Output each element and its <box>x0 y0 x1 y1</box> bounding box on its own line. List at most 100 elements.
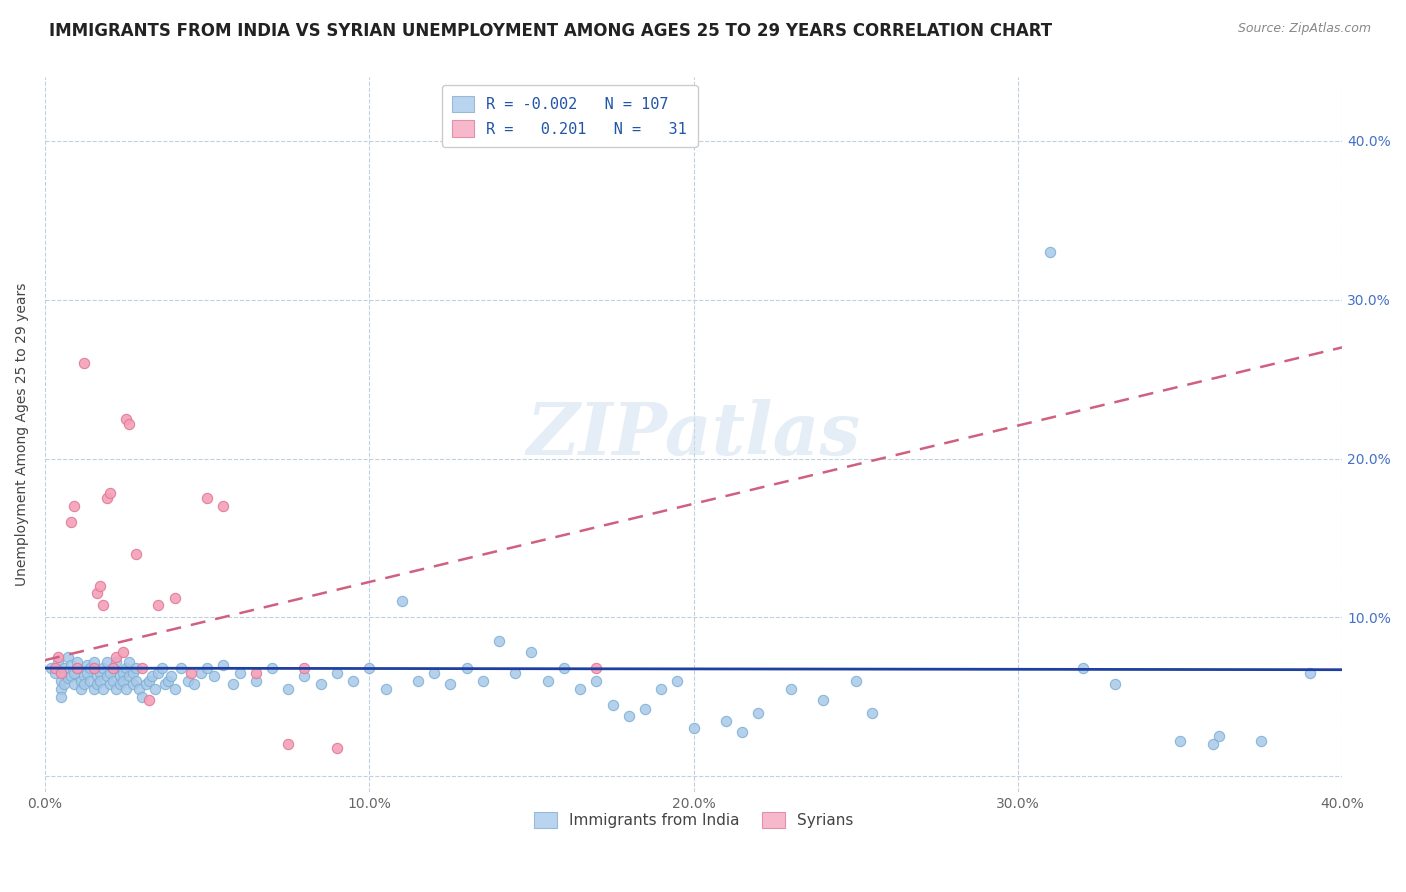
Point <box>138 693 160 707</box>
Point <box>98 665 121 680</box>
Point <box>860 706 883 720</box>
Point <box>44 661 66 675</box>
Point <box>125 673 148 688</box>
Point <box>125 661 148 675</box>
Point <box>131 690 153 704</box>
Point <box>73 669 96 683</box>
Point <box>41 661 63 675</box>
Point <box>51 690 73 704</box>
Point <box>86 669 108 683</box>
Point <box>98 486 121 500</box>
Point <box>138 673 160 688</box>
Point <box>59 515 82 529</box>
Point <box>150 661 173 675</box>
Point <box>56 650 79 665</box>
Point <box>326 740 349 755</box>
Point <box>115 681 138 696</box>
Point <box>666 673 689 688</box>
Point <box>53 677 76 691</box>
Point <box>222 677 245 691</box>
Point <box>845 673 868 688</box>
Point <box>157 673 180 688</box>
Point <box>195 491 218 506</box>
Point <box>520 645 543 659</box>
Point <box>73 677 96 691</box>
Point <box>59 657 82 672</box>
Point <box>105 681 128 696</box>
Point <box>101 673 124 688</box>
Point <box>79 661 101 675</box>
Point <box>108 677 131 691</box>
Text: ZIPatlas: ZIPatlas <box>527 400 860 470</box>
Point <box>111 673 134 688</box>
Point <box>212 499 235 513</box>
Point <box>44 665 66 680</box>
Point <box>170 661 193 675</box>
Point <box>53 661 76 675</box>
Point <box>46 655 69 669</box>
Point <box>105 650 128 665</box>
Point <box>1104 677 1126 691</box>
Point <box>83 661 105 675</box>
Point <box>202 669 225 683</box>
Point <box>391 594 413 608</box>
Point <box>69 673 91 688</box>
Point <box>93 661 115 675</box>
Point <box>374 681 396 696</box>
Point <box>69 681 91 696</box>
Point <box>309 677 332 691</box>
Point <box>183 677 205 691</box>
Point <box>86 677 108 691</box>
Point <box>76 665 98 680</box>
Point <box>56 671 79 685</box>
Point <box>1299 665 1322 680</box>
Point <box>128 681 150 696</box>
Point <box>83 681 105 696</box>
Point <box>63 499 86 513</box>
Point <box>89 665 111 680</box>
Point <box>59 669 82 683</box>
Point <box>93 681 115 696</box>
Point <box>148 665 170 680</box>
Point <box>163 681 186 696</box>
Point <box>66 655 89 669</box>
Text: Source: ZipAtlas.com: Source: ZipAtlas.com <box>1237 22 1371 36</box>
Point <box>190 665 212 680</box>
Point <box>195 661 218 675</box>
Point <box>650 681 672 696</box>
Point <box>747 706 769 720</box>
Point <box>294 669 316 683</box>
Point <box>63 677 86 691</box>
Point <box>471 673 494 688</box>
Point <box>96 491 118 506</box>
Point <box>553 661 575 675</box>
Point <box>63 665 86 680</box>
Point <box>111 665 134 680</box>
Text: IMMIGRANTS FROM INDIA VS SYRIAN UNEMPLOYMENT AMONG AGES 25 TO 29 YEARS CORRELATI: IMMIGRANTS FROM INDIA VS SYRIAN UNEMPLOY… <box>49 22 1052 40</box>
Point <box>1250 734 1272 748</box>
Point <box>1208 730 1230 744</box>
Point <box>86 586 108 600</box>
Point <box>98 677 121 691</box>
Point <box>163 591 186 606</box>
Legend: Immigrants from India, Syrians: Immigrants from India, Syrians <box>527 806 859 834</box>
Point <box>359 661 381 675</box>
Point <box>115 412 138 426</box>
Point <box>148 598 170 612</box>
Y-axis label: Unemployment Among Ages 25 to 29 years: Unemployment Among Ages 25 to 29 years <box>15 283 30 586</box>
Point <box>780 681 803 696</box>
Point <box>1168 734 1191 748</box>
Point <box>66 661 89 675</box>
Point <box>294 661 316 675</box>
Point <box>83 655 105 669</box>
Point <box>51 673 73 688</box>
Point <box>585 661 607 675</box>
Point <box>1201 737 1223 751</box>
Point <box>46 650 69 665</box>
Point <box>125 547 148 561</box>
Point <box>617 708 640 723</box>
Point <box>66 661 89 675</box>
Point <box>121 677 143 691</box>
Point <box>96 655 118 669</box>
Point <box>141 669 163 683</box>
